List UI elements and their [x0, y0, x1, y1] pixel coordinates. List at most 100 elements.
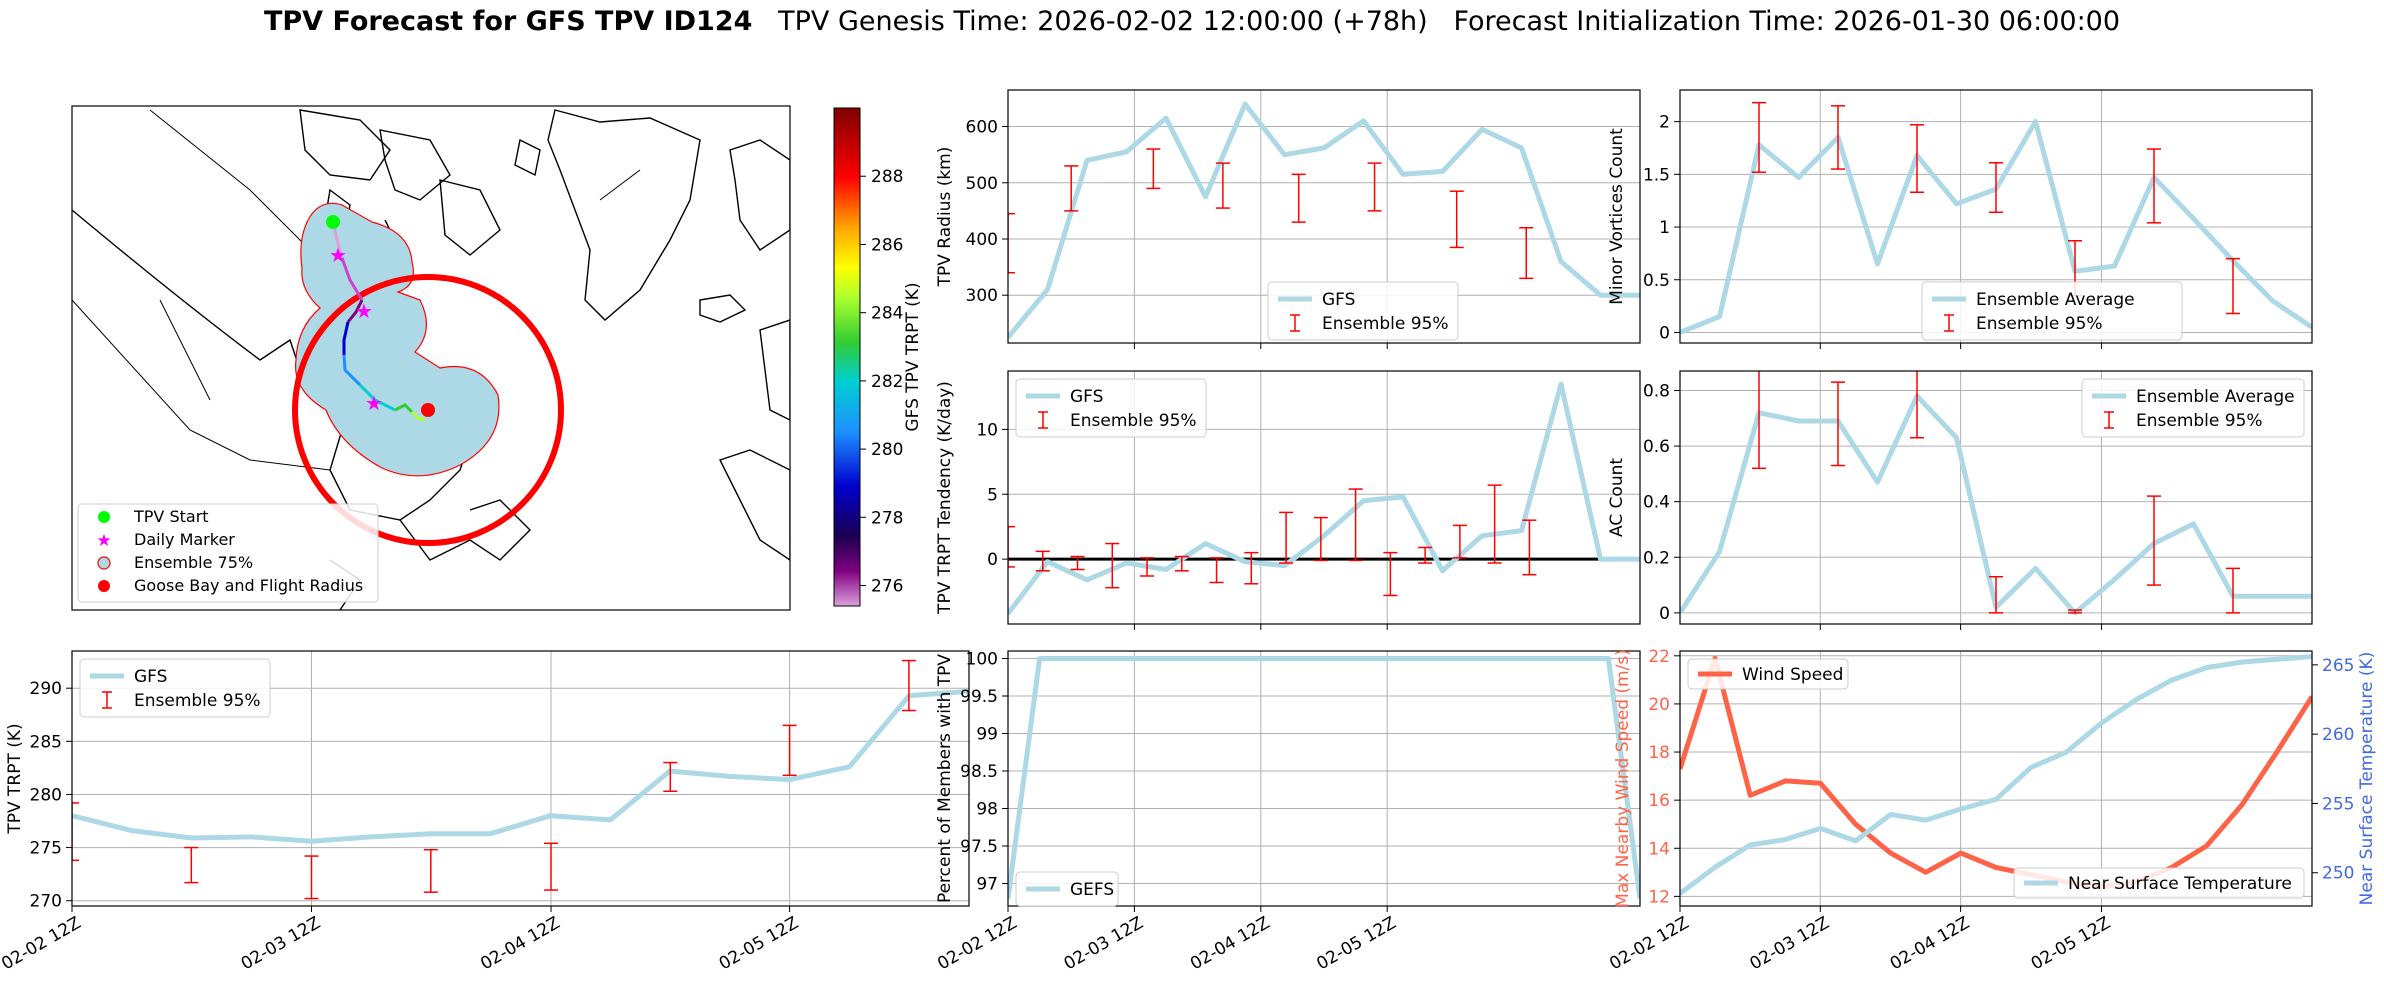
y-tick-label: 22	[1648, 647, 1670, 667]
data-point	[1133, 658, 1135, 659]
errorbar	[2068, 609, 2082, 614]
errorbar	[423, 848, 438, 893]
data-point	[1165, 117, 1167, 119]
y-tick-label: 98	[976, 800, 998, 820]
y-tick-label: 16	[1648, 791, 1670, 811]
data-point	[1323, 535, 1325, 537]
data-point	[2193, 523, 2194, 525]
colorbar-tick-label: 282	[871, 372, 903, 392]
errorbar	[1910, 371, 1924, 439]
errorbar	[1105, 542, 1120, 589]
data-point	[1600, 294, 1601, 296]
legend: Ensemble Average Ensemble 95%	[2081, 378, 2305, 438]
plot-frame	[71, 650, 970, 907]
y2-axis-label: Near Surface Temperature (K)	[2357, 652, 2377, 906]
y-axis-label: TPV Radius (km)	[935, 147, 955, 288]
legend-ensemble-icon	[97, 556, 111, 570]
data-point	[1798, 176, 1799, 178]
data-point	[370, 836, 372, 838]
data-point	[1925, 819, 1927, 821]
errorbar	[1064, 165, 1079, 212]
y-axis-label: Max Nearby Wind Speed (m/s)	[1613, 649, 1633, 908]
data-point	[2241, 804, 2243, 806]
data-point	[1402, 173, 1404, 175]
x-tick-label: 02-02 12Z	[1606, 913, 1692, 974]
plot-frame	[1679, 650, 2313, 907]
legend-label: Ensemble 95%	[134, 691, 261, 711]
x-tick-label: 02-03 12Z	[238, 913, 324, 974]
figure-title-bold: TPV Forecast for GFS TPV ID124	[263, 6, 753, 37]
errorbar	[1831, 105, 1845, 170]
errorbar	[1008, 212, 1015, 274]
data-point	[1442, 171, 1443, 173]
data-point	[131, 830, 133, 832]
y-tick-label: 600	[966, 118, 998, 138]
figure-title: TPV Forecast for GFS TPV ID124 TPV Genes…	[0, 6, 2384, 37]
data-point	[1086, 159, 1088, 161]
data-point	[2241, 661, 2243, 663]
legend-box	[2013, 867, 2305, 899]
legend-box	[79, 658, 271, 718]
data-point	[1165, 569, 1167, 571]
colorbar-tick-label: 276	[871, 577, 903, 597]
legend-label: Ensemble 95%	[1070, 411, 1197, 431]
chart-trpt: 270 275 280 285 290 02-02 12Z 02-03 12Z 02-04 1…	[0, 650, 970, 974]
data-point	[1607, 658, 1609, 659]
y-tick-label: 12	[1648, 887, 1670, 907]
errorbar	[1008, 525, 1015, 568]
data-point	[1995, 798, 1997, 800]
data-point	[1047, 561, 1048, 563]
series-line-gefs	[1008, 656, 1640, 899]
errorbar	[1244, 551, 1259, 585]
daily-marker-3: ★	[365, 391, 383, 415]
data-point	[2114, 579, 2115, 581]
x-tick-label: 02-02 12Z	[0, 913, 85, 974]
data-point	[609, 819, 611, 821]
errorbar	[1452, 524, 1467, 559]
y-tick-label: 275	[30, 839, 62, 859]
data-point	[2276, 751, 2278, 753]
plot-content	[1008, 656, 1640, 899]
errorbar	[1519, 226, 1534, 280]
y-tick-label: 290	[30, 679, 62, 699]
y-tick-label: 99	[976, 725, 998, 745]
data-point	[1819, 827, 1821, 829]
legend-label: Ensemble Average	[1976, 290, 2135, 310]
x-tick-label: 02-04 12Z	[1887, 913, 1973, 974]
legend: Wind Speed Near Surface Temperature	[1687, 658, 2305, 899]
y-axis-label: AC Count	[1607, 458, 1627, 537]
y2-tick-label: 265	[2322, 656, 2354, 676]
colorbar-tick-label: 288	[871, 167, 903, 187]
legend-box	[1015, 378, 1207, 438]
data-point	[848, 766, 850, 768]
figure-title-times: TPV Genesis Time: 2026-02-02 12:00:00 (+…	[778, 6, 2121, 37]
data-point	[1956, 203, 1957, 205]
y-tick-label: 0.8	[1643, 381, 1670, 401]
data-point	[191, 837, 193, 839]
errorbar	[1989, 161, 2003, 214]
data-point	[1323, 658, 1325, 659]
legend-label: GFS	[1322, 290, 1355, 310]
data-point	[2065, 751, 2067, 753]
data-point	[1877, 481, 1878, 483]
plot-frame	[1679, 370, 2313, 625]
data-point	[490, 833, 492, 835]
data-point	[1070, 658, 1072, 659]
daily-marker-2: ★	[355, 299, 373, 323]
data-point	[2035, 567, 2036, 569]
data-point	[250, 836, 252, 838]
data-point	[1714, 866, 1716, 868]
y-axis-label: Percent of Members with TPV	[935, 654, 955, 903]
y-tick-label: 100	[966, 650, 998, 670]
y-tick-label: 1.5	[1643, 165, 1670, 185]
plot-content	[1008, 101, 1640, 339]
data-point	[729, 775, 731, 777]
errorbar	[1752, 371, 1766, 470]
y-tick-label: 0	[1659, 604, 1670, 624]
data-point	[1244, 103, 1246, 105]
flight-radius-circle	[292, 274, 564, 546]
legend-label: GFS	[134, 667, 167, 687]
data-point	[1126, 151, 1127, 153]
